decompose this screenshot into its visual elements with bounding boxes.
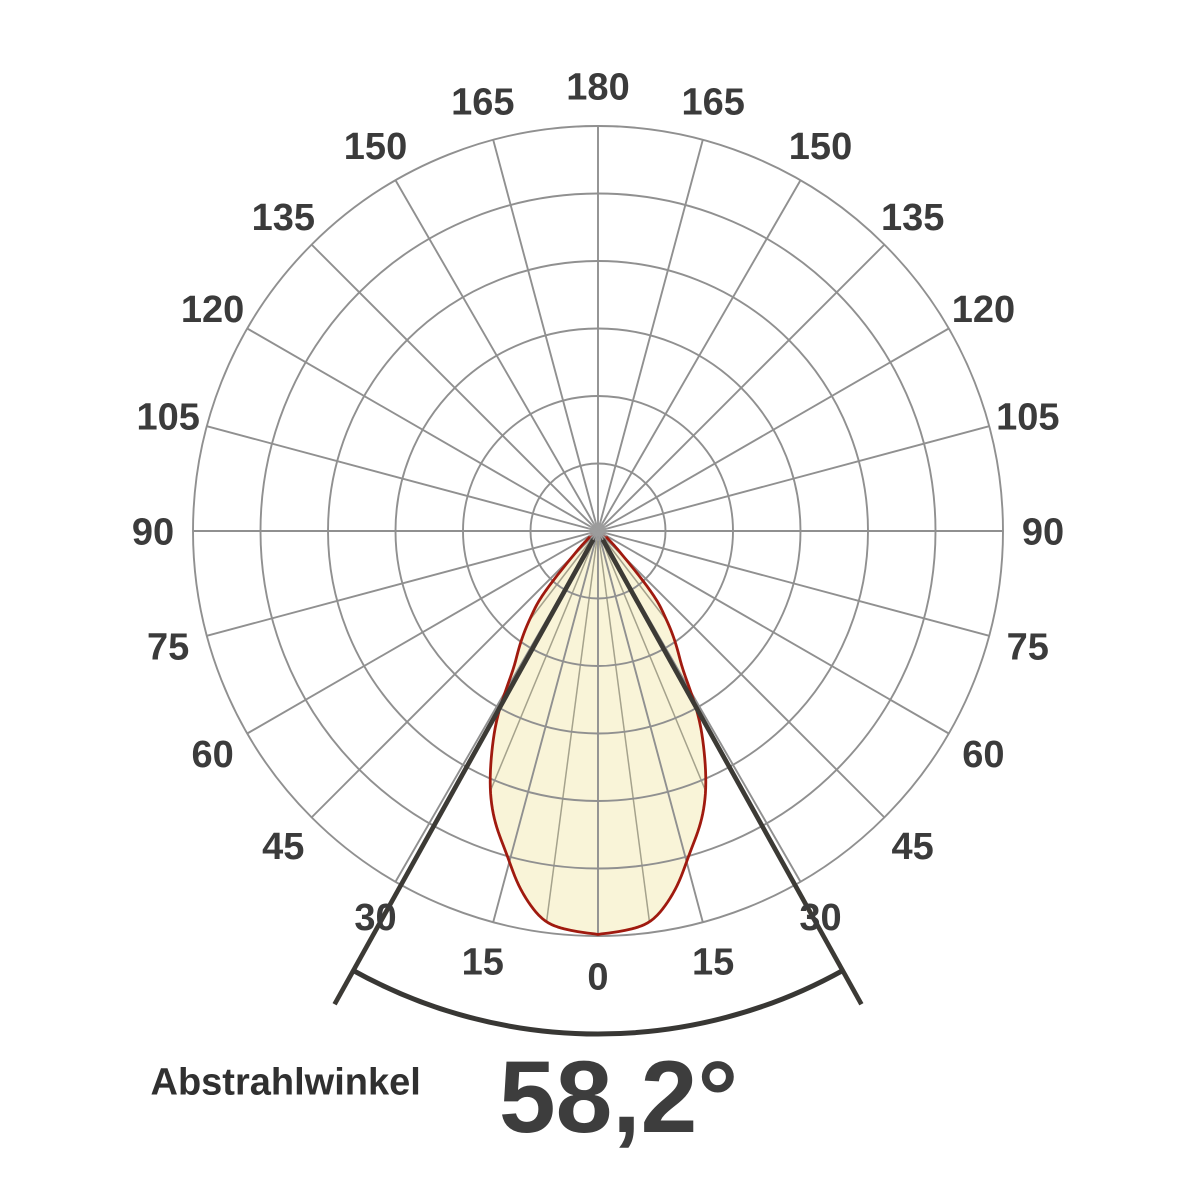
svg-text:15: 15 (462, 941, 504, 983)
svg-text:135: 135 (252, 197, 315, 239)
svg-text:165: 165 (451, 82, 514, 124)
svg-text:150: 150 (789, 126, 852, 168)
svg-text:45: 45 (262, 826, 304, 868)
svg-text:45: 45 (892, 826, 934, 868)
svg-text:30: 30 (799, 897, 841, 939)
svg-text:135: 135 (881, 197, 944, 239)
svg-text:120: 120 (952, 289, 1015, 331)
svg-text:90: 90 (132, 512, 174, 554)
svg-text:105: 105 (136, 396, 199, 438)
svg-text:105: 105 (996, 396, 1059, 438)
svg-text:Abstrahlwinkel: Abstrahlwinkel (151, 1062, 421, 1104)
svg-text:60: 60 (962, 734, 1004, 776)
svg-text:75: 75 (1007, 627, 1049, 669)
svg-text:30: 30 (354, 897, 396, 939)
svg-text:165: 165 (681, 82, 744, 124)
svg-text:180: 180 (566, 67, 629, 109)
svg-text:75: 75 (147, 627, 189, 669)
svg-text:58,2°: 58,2° (499, 1040, 738, 1154)
svg-text:60: 60 (191, 734, 233, 776)
svg-text:150: 150 (344, 126, 407, 168)
svg-text:15: 15 (692, 941, 734, 983)
svg-text:0: 0 (587, 957, 608, 999)
svg-text:120: 120 (181, 289, 244, 331)
svg-text:90: 90 (1022, 512, 1064, 554)
